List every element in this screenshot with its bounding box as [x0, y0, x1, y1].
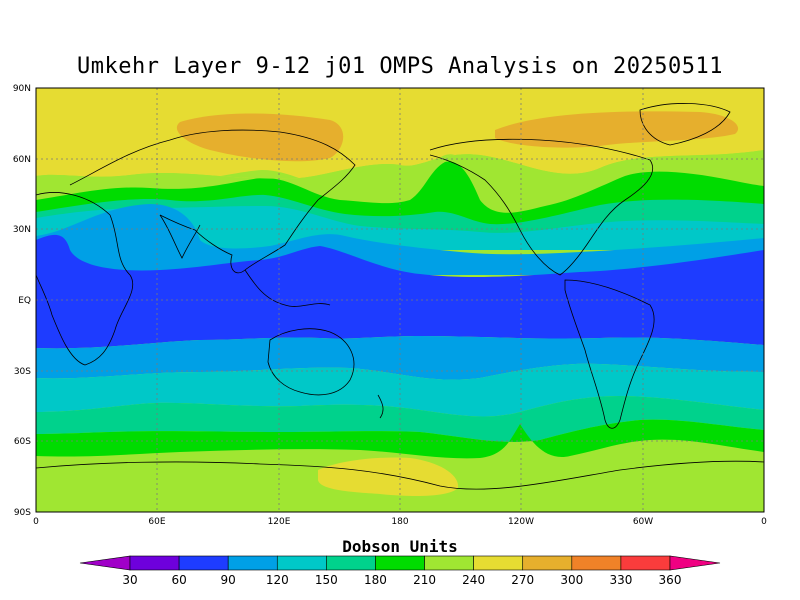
colorbar-swatch — [571, 555, 622, 571]
map-frame — [35, 87, 765, 513]
band-north-high-lat-ridge — [176, 113, 344, 162]
gridlines — [36, 88, 764, 512]
lon-label: 120W — [508, 517, 534, 527]
colorbar-tick-label: 150 — [315, 573, 338, 587]
lon-label: 180 — [391, 517, 408, 527]
band-south-subtropics — [36, 363, 764, 417]
colorbar-tick-label: 180 — [364, 573, 387, 587]
lat-labels: 90N 60N 30N EQ 30S 60S 90S — [13, 84, 31, 518]
lon-labels: 0 60E 120E 180 120W 60W 0 — [33, 517, 767, 527]
colorbar-swatch — [473, 555, 524, 571]
colorbar-swatch — [178, 555, 229, 571]
lat-label: EQ — [18, 296, 31, 306]
colorbar: 30 60 90 120 150 180 210 240 270 300 330 360 — [79, 555, 721, 587]
colorbar-under-triangle — [79, 555, 131, 571]
colorbar-swatch — [129, 555, 180, 571]
band-tropics — [36, 234, 764, 349]
lat-label: 30S — [14, 367, 31, 377]
band-south-tropics-edge — [36, 336, 764, 380]
colorbar-swatch — [227, 555, 278, 571]
coast-australia — [267, 328, 355, 396]
lon-label: 0 — [33, 517, 39, 527]
band-antarctic-max — [318, 457, 459, 496]
coast-eurasia — [69, 129, 356, 274]
lat-label: 30N — [13, 225, 31, 235]
coastlines — [36, 103, 764, 490]
lon-label: 120E — [268, 517, 291, 527]
colorbar-tick-label: 300 — [560, 573, 583, 587]
band-north-tropics-edge — [36, 204, 764, 275]
colorbar-swatch — [326, 555, 376, 571]
page-title: Umkehr Layer 9-12 j01 OMPS Analysis on 2… — [76, 54, 724, 79]
colorbar-tick-label: 90 — [221, 573, 236, 587]
coast-antarctica — [36, 460, 764, 490]
coast-india — [159, 214, 201, 259]
colorbar-tick-label: 120 — [266, 573, 289, 587]
coast-greenland — [639, 103, 731, 146]
lat-label: 60N — [13, 155, 31, 165]
colorbar-tick-label: 210 — [413, 573, 436, 587]
colorbar-tick-label: 330 — [609, 573, 632, 587]
band-north-high-lat-ridge-2 — [495, 111, 739, 148]
colorbar-swatch — [276, 555, 327, 571]
colorbar-tick-label: 360 — [659, 573, 682, 587]
band-north-cyan — [36, 206, 764, 250]
colorbar-swatch — [424, 555, 474, 571]
coast-se-asia — [244, 269, 331, 307]
colorbar-tick-label: 30 — [122, 573, 137, 587]
lon-label: 60W — [633, 517, 653, 527]
colorbar-swatch — [522, 555, 573, 571]
coast-new-zealand — [377, 394, 384, 419]
colorbar-swatch — [375, 555, 425, 571]
lat-label: 90S — [14, 508, 31, 518]
colorbar-over-triangle — [669, 555, 721, 571]
colorbar-tick-label: 270 — [511, 573, 534, 587]
lat-label: 90N — [13, 84, 31, 94]
lat-label: 60S — [14, 437, 31, 447]
colorbar-tick-label: 60 — [171, 573, 186, 587]
colorbar-swatch — [620, 555, 671, 571]
lon-label: 0 — [761, 517, 767, 527]
coast-south-america — [564, 279, 655, 429]
colorbar-tick-label: 240 — [462, 573, 485, 587]
lon-label: 60E — [148, 517, 165, 527]
coast-africa — [36, 192, 134, 366]
colorbar-label: Dobson Units — [342, 537, 458, 556]
